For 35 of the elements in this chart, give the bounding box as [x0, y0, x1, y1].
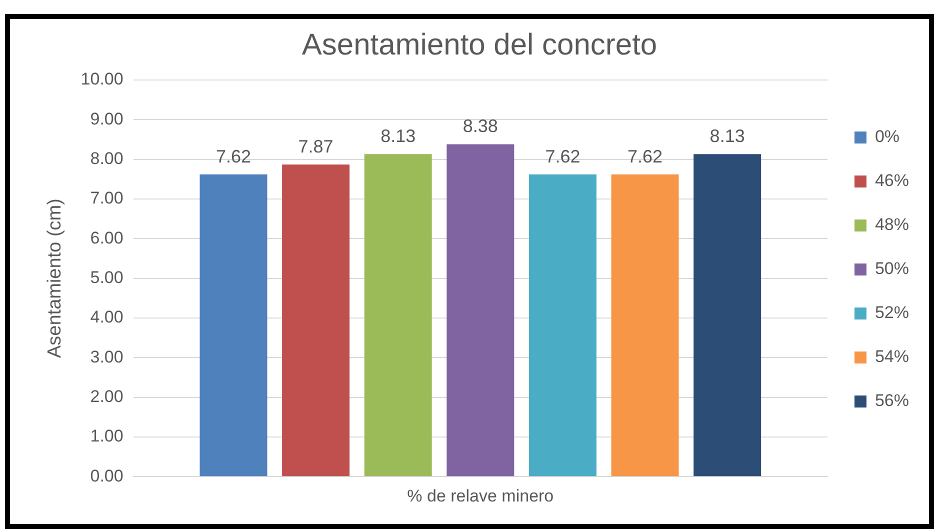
y-tick-label: 2.00 — [90, 386, 124, 406]
data-label: 7.62 — [627, 146, 663, 166]
y-axis-title: Asentamiento (cm) — [44, 198, 66, 358]
legend-label: 54% — [874, 347, 910, 366]
y-tick-label: 7.00 — [90, 188, 124, 208]
data-label: 7.87 — [298, 136, 334, 156]
bar — [528, 174, 596, 476]
legend-label: 46% — [874, 171, 910, 190]
legend-label: 52% — [874, 303, 910, 322]
data-label: 7.62 — [216, 146, 252, 166]
y-tick-label: 4.00 — [90, 308, 124, 327]
bar — [364, 154, 432, 476]
data-label: 8.13 — [380, 126, 416, 146]
y-tick-label: 6.00 — [90, 228, 124, 248]
bar — [200, 174, 268, 476]
chart-title: Asentamiento del concreto — [302, 28, 658, 62]
legend-label: 48% — [874, 215, 910, 234]
y-tick-label: 8.00 — [90, 149, 124, 168]
data-label: 7.62 — [545, 146, 580, 166]
bar — [282, 164, 350, 476]
y-tick-label: 1.00 — [90, 426, 124, 446]
data-label: 8.13 — [710, 126, 745, 146]
y-tick-label: 9.00 — [90, 109, 124, 128]
legend-label: 50% — [874, 259, 910, 278]
y-tick-label: 0.00 — [90, 466, 124, 486]
y-tick-label: 3.00 — [90, 347, 124, 366]
data-label: 8.38 — [462, 116, 498, 136]
y-tick-label: 10.00 — [80, 70, 124, 89]
legend-label: 0% — [874, 127, 900, 146]
bar — [611, 174, 679, 476]
bar — [446, 144, 514, 476]
legend-label: 56% — [874, 391, 910, 410]
x-axis-title: % de relave minero — [407, 486, 554, 506]
bar — [694, 154, 762, 476]
y-tick-label: 5.00 — [90, 268, 124, 287]
